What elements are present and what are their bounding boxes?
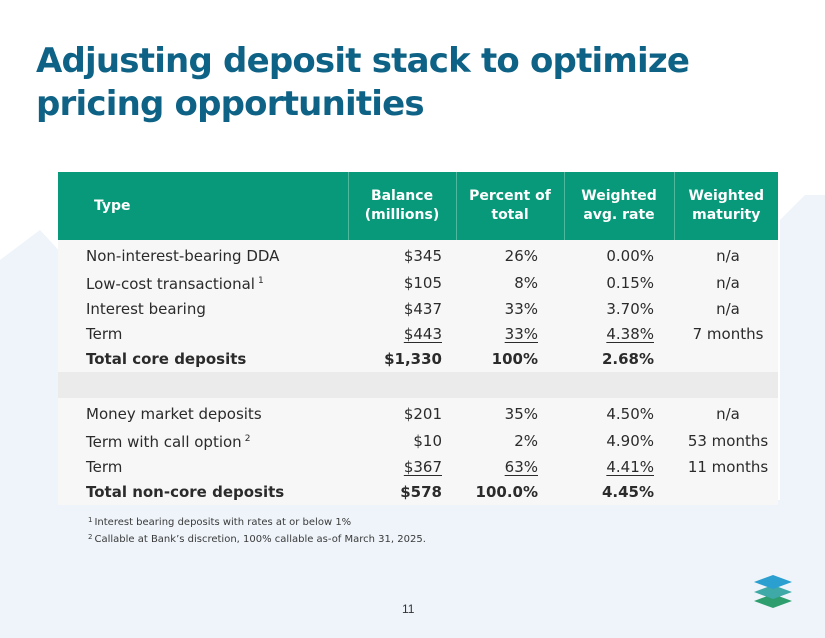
row-balance: $578 xyxy=(348,480,456,505)
row-maturity: 11 months xyxy=(674,455,778,480)
row-maturity xyxy=(674,347,778,372)
row-maturity: n/a xyxy=(674,398,778,427)
header-balance: Balance (millions) xyxy=(347,172,456,240)
row-maturity: n/a xyxy=(674,269,778,297)
row-type: Term xyxy=(58,322,348,347)
header-maturity: Weighted maturity xyxy=(673,172,778,240)
row-maturity xyxy=(674,480,778,505)
row-type: Total core deposits xyxy=(58,347,348,372)
page-number: 11 xyxy=(402,602,415,616)
row-balance: $105 xyxy=(348,269,456,297)
footnote-marker: 1 xyxy=(257,276,264,286)
row-maturity: 53 months xyxy=(674,427,778,455)
row-percent: 26% xyxy=(456,240,564,269)
row-percent: 8% xyxy=(456,269,564,297)
row-maturity: n/a xyxy=(674,297,778,322)
row-type: Money market deposits xyxy=(58,398,348,427)
row-percent: 2% xyxy=(456,427,564,455)
row-maturity: 7 months xyxy=(674,322,778,347)
row-type: Interest bearing xyxy=(58,297,348,322)
row-rate: 4.50% xyxy=(564,398,674,427)
row-maturity: n/a xyxy=(674,240,778,269)
header-type: Type xyxy=(58,172,348,240)
table-row: Interest bearing $437 33% 3.70% n/a xyxy=(58,297,778,322)
table-row: Low-cost transactional 1 $105 8% 0.15% n/… xyxy=(58,269,778,297)
row-balance: $201 xyxy=(348,398,456,427)
row-balance: $443 xyxy=(348,322,456,347)
row-balance: $345 xyxy=(348,240,456,269)
row-rate: 4.45% xyxy=(564,480,674,505)
row-percent: 35% xyxy=(456,398,564,427)
footnote-1: 1 Interest bearing deposits with rates at… xyxy=(88,516,352,528)
table-row: Term $367 63% 4.41% 11 months xyxy=(58,455,778,480)
row-type: Total non-core deposits xyxy=(58,480,348,505)
table-row: Money market deposits $201 35% 4.50% n/a xyxy=(58,398,778,427)
table-row: Term $443 33% 4.38% 7 months xyxy=(58,322,778,347)
row-rate: 2.68% xyxy=(564,347,674,372)
row-rate: 3.70% xyxy=(564,297,674,322)
stacked-layers-logo-icon xyxy=(754,575,792,608)
row-percent: 100.0% xyxy=(456,480,564,505)
row-rate: 0.15% xyxy=(564,269,674,297)
table-row: Term with call option 2 $10 2% 4.90% 53 m… xyxy=(58,427,778,455)
total-row-core: Total core deposits $1,330 100% 2.68% xyxy=(58,347,778,372)
header-percent: Percent of total xyxy=(455,172,564,240)
row-percent: 100% xyxy=(456,347,564,372)
row-balance: $1,330 xyxy=(348,347,456,372)
deposit-table: Type Balance (millions) Percent of total… xyxy=(58,172,778,505)
row-balance: $10 xyxy=(348,427,456,455)
row-type: Term xyxy=(58,455,348,480)
row-rate: 0.00% xyxy=(564,240,674,269)
footnotes: 1 Interest bearing deposits with rates at… xyxy=(88,513,426,547)
row-rate: 4.41% xyxy=(564,455,674,480)
row-percent: 63% xyxy=(456,455,564,480)
table-header-row: Type Balance (millions) Percent of total… xyxy=(58,172,778,240)
footnote-marker: 2 xyxy=(244,434,251,444)
section-divider xyxy=(58,372,778,398)
row-balance: $437 xyxy=(348,297,456,322)
header-rate: Weighted avg. rate xyxy=(563,172,674,240)
row-type: Low-cost transactional 1 xyxy=(58,269,348,297)
row-type: Term with call option 2 xyxy=(58,427,348,455)
row-balance: $367 xyxy=(348,455,456,480)
row-percent: 33% xyxy=(456,297,564,322)
slide-title: Adjusting deposit stack to optimize pric… xyxy=(36,41,690,124)
row-rate: 4.90% xyxy=(564,427,674,455)
total-row-non-core: Total non-core deposits $578 100.0% 4.45… xyxy=(58,480,778,505)
table-row: Non-interest-bearing DDA $345 26% 0.00% … xyxy=(58,240,778,269)
row-percent: 33% xyxy=(456,322,564,347)
footnote-2: 2 Callable at Bank’s discretion, 100% cal… xyxy=(88,533,426,545)
row-type: Non-interest-bearing DDA xyxy=(58,240,348,269)
row-rate: 4.38% xyxy=(564,322,674,347)
